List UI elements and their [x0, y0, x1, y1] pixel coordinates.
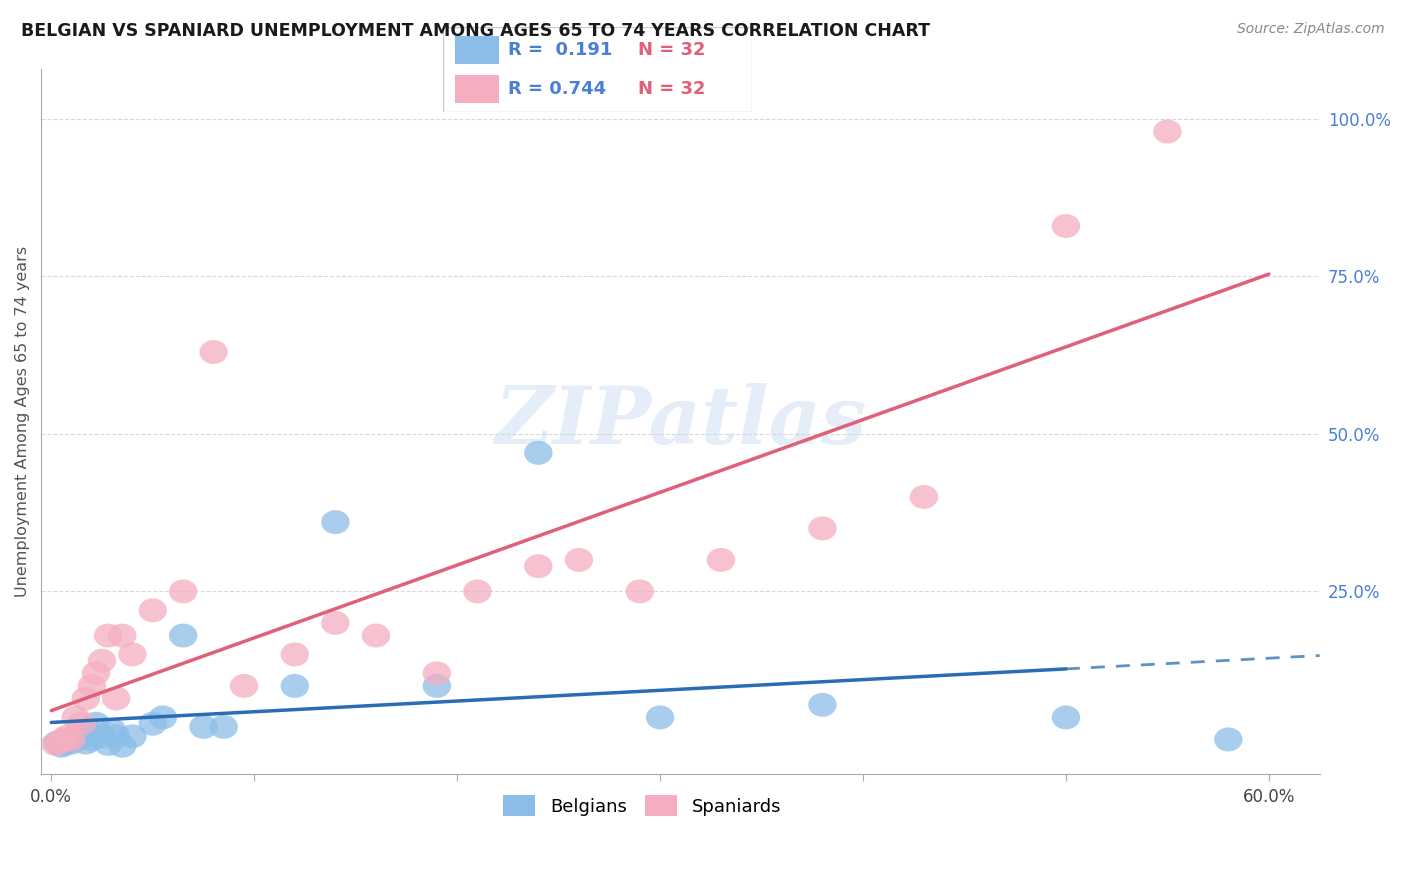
Ellipse shape	[72, 687, 100, 711]
Ellipse shape	[209, 714, 238, 739]
Ellipse shape	[139, 712, 167, 736]
Ellipse shape	[53, 730, 82, 754]
Ellipse shape	[49, 728, 77, 751]
Ellipse shape	[63, 722, 91, 745]
Ellipse shape	[67, 724, 96, 748]
Ellipse shape	[44, 731, 72, 755]
Ellipse shape	[229, 674, 259, 698]
Ellipse shape	[53, 724, 82, 748]
Ellipse shape	[190, 714, 218, 739]
Ellipse shape	[55, 728, 84, 751]
Ellipse shape	[108, 734, 136, 757]
Ellipse shape	[98, 718, 127, 742]
FancyBboxPatch shape	[443, 27, 752, 112]
Ellipse shape	[1052, 214, 1080, 238]
Ellipse shape	[67, 712, 96, 736]
Ellipse shape	[200, 340, 228, 364]
Ellipse shape	[49, 732, 77, 756]
Text: N = 32: N = 32	[638, 79, 706, 97]
Text: ZIPatlas: ZIPatlas	[495, 383, 866, 460]
Ellipse shape	[58, 728, 86, 751]
Ellipse shape	[94, 624, 122, 648]
Ellipse shape	[139, 599, 167, 623]
Ellipse shape	[41, 732, 69, 756]
Ellipse shape	[82, 712, 110, 736]
Ellipse shape	[169, 580, 197, 603]
Ellipse shape	[45, 731, 73, 755]
Ellipse shape	[808, 693, 837, 717]
Ellipse shape	[423, 674, 451, 698]
Ellipse shape	[62, 725, 90, 749]
Ellipse shape	[103, 724, 131, 748]
Ellipse shape	[808, 516, 837, 541]
Ellipse shape	[645, 706, 675, 730]
Ellipse shape	[118, 642, 146, 666]
Ellipse shape	[77, 728, 105, 751]
Ellipse shape	[1215, 728, 1243, 751]
Ellipse shape	[281, 642, 309, 666]
Ellipse shape	[361, 624, 391, 648]
Ellipse shape	[118, 724, 146, 748]
Ellipse shape	[565, 548, 593, 572]
Text: R =  0.191: R = 0.191	[508, 42, 612, 60]
Ellipse shape	[463, 580, 492, 603]
Ellipse shape	[94, 732, 122, 756]
Ellipse shape	[423, 661, 451, 685]
Ellipse shape	[626, 580, 654, 603]
Ellipse shape	[281, 674, 309, 698]
Ellipse shape	[108, 624, 136, 648]
Ellipse shape	[524, 441, 553, 465]
Ellipse shape	[707, 548, 735, 572]
Text: BELGIAN VS SPANIARD UNEMPLOYMENT AMONG AGES 65 TO 74 YEARS CORRELATION CHART: BELGIAN VS SPANIARD UNEMPLOYMENT AMONG A…	[21, 22, 931, 40]
Text: N = 32: N = 32	[638, 42, 706, 60]
Text: Source: ZipAtlas.com: Source: ZipAtlas.com	[1237, 22, 1385, 37]
Text: R = 0.744: R = 0.744	[508, 79, 606, 97]
Ellipse shape	[149, 706, 177, 730]
Ellipse shape	[58, 731, 86, 755]
Ellipse shape	[1052, 706, 1080, 730]
Ellipse shape	[103, 687, 131, 711]
Ellipse shape	[1153, 120, 1181, 144]
Bar	[456, 75, 499, 103]
Ellipse shape	[87, 724, 117, 748]
Ellipse shape	[62, 706, 90, 730]
Bar	[456, 36, 499, 64]
Ellipse shape	[910, 485, 938, 509]
Ellipse shape	[524, 554, 553, 578]
Ellipse shape	[73, 718, 103, 742]
Ellipse shape	[321, 611, 350, 635]
Ellipse shape	[169, 624, 197, 648]
Ellipse shape	[77, 674, 105, 698]
Ellipse shape	[321, 510, 350, 534]
Ellipse shape	[72, 731, 100, 755]
Ellipse shape	[48, 734, 76, 757]
Y-axis label: Unemployment Among Ages 65 to 74 years: Unemployment Among Ages 65 to 74 years	[15, 246, 30, 597]
Ellipse shape	[82, 661, 110, 685]
Legend: Belgians, Spaniards: Belgians, Spaniards	[494, 786, 790, 825]
Ellipse shape	[87, 648, 117, 673]
